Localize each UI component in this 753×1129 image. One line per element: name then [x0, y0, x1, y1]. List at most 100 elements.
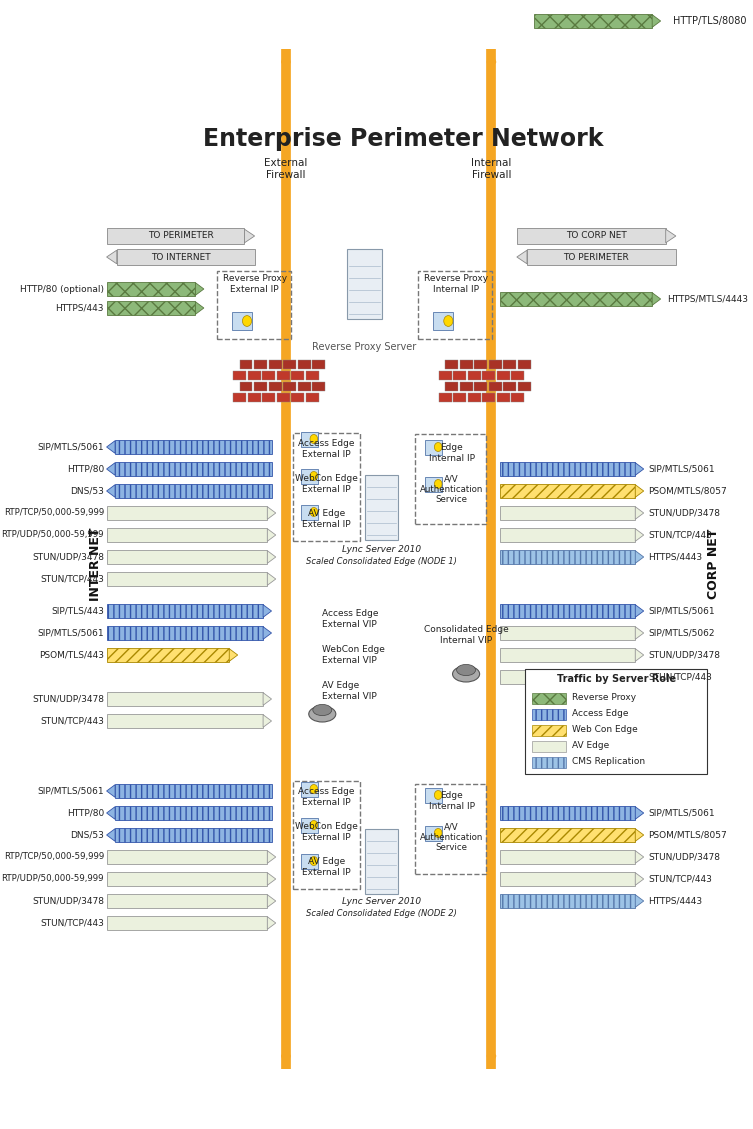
FancyBboxPatch shape	[301, 469, 318, 483]
FancyBboxPatch shape	[489, 382, 501, 391]
FancyBboxPatch shape	[497, 371, 510, 380]
FancyBboxPatch shape	[262, 371, 275, 380]
FancyBboxPatch shape	[500, 872, 636, 886]
FancyBboxPatch shape	[500, 462, 636, 476]
Text: STUN/UDP/3478: STUN/UDP/3478	[32, 896, 104, 905]
Circle shape	[434, 829, 442, 838]
FancyBboxPatch shape	[500, 806, 636, 820]
Polygon shape	[636, 528, 644, 541]
Circle shape	[242, 316, 252, 326]
Text: TO INTERNET: TO INTERNET	[151, 253, 211, 262]
FancyBboxPatch shape	[107, 301, 196, 315]
Text: PSOM/MTLS/8057: PSOM/MTLS/8057	[648, 487, 727, 496]
Text: HTTPS/4443: HTTPS/4443	[648, 896, 702, 905]
FancyBboxPatch shape	[291, 371, 304, 380]
FancyBboxPatch shape	[500, 828, 636, 842]
FancyBboxPatch shape	[500, 604, 636, 618]
FancyBboxPatch shape	[532, 709, 566, 720]
FancyBboxPatch shape	[312, 382, 325, 391]
FancyBboxPatch shape	[526, 669, 707, 774]
FancyBboxPatch shape	[364, 829, 398, 893]
FancyBboxPatch shape	[364, 474, 398, 540]
Text: DNS/53: DNS/53	[70, 487, 104, 496]
Text: HTTP/80: HTTP/80	[67, 464, 104, 473]
Text: Access Edge
External IP: Access Edge External IP	[298, 787, 355, 807]
Text: AV Edge
External IP: AV Edge External IP	[302, 509, 351, 528]
Text: HTTPS/443: HTTPS/443	[56, 304, 104, 313]
FancyBboxPatch shape	[301, 505, 318, 519]
FancyBboxPatch shape	[232, 312, 252, 330]
Text: PSOM/TLS/443: PSOM/TLS/443	[39, 650, 104, 659]
FancyBboxPatch shape	[239, 360, 252, 369]
Text: PSOM/MTLS/8057: PSOM/MTLS/8057	[648, 831, 727, 840]
Text: WebCon Edge
External IP: WebCon Edge External IP	[295, 822, 358, 842]
Text: CMS Replication: CMS Replication	[572, 758, 645, 767]
Polygon shape	[267, 551, 276, 563]
Polygon shape	[666, 229, 676, 243]
FancyBboxPatch shape	[433, 312, 453, 330]
FancyBboxPatch shape	[277, 393, 290, 402]
Polygon shape	[636, 873, 644, 885]
Text: A/V
Authentication
Service: A/V Authentication Service	[420, 474, 483, 504]
FancyBboxPatch shape	[500, 625, 636, 640]
Polygon shape	[107, 785, 115, 797]
Polygon shape	[636, 807, 644, 820]
Polygon shape	[263, 627, 272, 639]
Polygon shape	[636, 463, 644, 475]
FancyBboxPatch shape	[115, 440, 272, 454]
Polygon shape	[636, 894, 644, 908]
FancyBboxPatch shape	[107, 550, 267, 564]
FancyBboxPatch shape	[532, 725, 566, 736]
Text: SIP/MTLS/5061: SIP/MTLS/5061	[648, 808, 715, 817]
Polygon shape	[263, 715, 272, 727]
FancyBboxPatch shape	[283, 360, 296, 369]
Text: STUN/TCP/443: STUN/TCP/443	[648, 875, 712, 884]
Polygon shape	[267, 507, 276, 519]
FancyBboxPatch shape	[500, 292, 652, 306]
FancyBboxPatch shape	[500, 669, 636, 684]
FancyBboxPatch shape	[468, 393, 480, 402]
FancyBboxPatch shape	[474, 382, 487, 391]
FancyBboxPatch shape	[115, 806, 272, 820]
FancyBboxPatch shape	[511, 371, 524, 380]
FancyBboxPatch shape	[301, 817, 318, 832]
Circle shape	[434, 790, 442, 799]
FancyBboxPatch shape	[115, 828, 272, 842]
Polygon shape	[636, 627, 644, 639]
Polygon shape	[107, 463, 115, 475]
Text: Enterprise Perimeter Network: Enterprise Perimeter Network	[203, 126, 604, 151]
Text: Access Edge
External IP: Access Edge External IP	[298, 439, 355, 458]
FancyBboxPatch shape	[503, 360, 516, 369]
Text: Access Edge
External VIP: Access Edge External VIP	[322, 610, 379, 629]
Text: SIP/TLS/443: SIP/TLS/443	[51, 606, 104, 615]
Text: HTTP/80 (optional): HTTP/80 (optional)	[20, 285, 104, 294]
FancyBboxPatch shape	[107, 894, 267, 908]
Polygon shape	[636, 551, 644, 563]
Text: Edge
Internal IP: Edge Internal IP	[428, 791, 474, 811]
Polygon shape	[229, 649, 238, 662]
Text: TO PERIMETER: TO PERIMETER	[563, 253, 630, 262]
Text: AV Edge
External VIP: AV Edge External VIP	[322, 681, 377, 701]
FancyBboxPatch shape	[233, 393, 246, 402]
FancyBboxPatch shape	[503, 382, 516, 391]
FancyBboxPatch shape	[453, 371, 466, 380]
Text: STUN/TCP/443: STUN/TCP/443	[40, 575, 104, 584]
FancyBboxPatch shape	[107, 692, 263, 706]
Polygon shape	[107, 829, 115, 841]
Text: Lync Server 2010: Lync Server 2010	[342, 896, 421, 905]
FancyBboxPatch shape	[534, 14, 652, 28]
Text: HTTPS/4443: HTTPS/4443	[648, 552, 702, 561]
FancyBboxPatch shape	[301, 431, 318, 446]
FancyBboxPatch shape	[115, 784, 272, 798]
Text: RTP/TCP/50,000-59,999: RTP/TCP/50,000-59,999	[4, 508, 104, 517]
Polygon shape	[107, 807, 115, 820]
FancyBboxPatch shape	[107, 625, 263, 640]
Polygon shape	[517, 251, 527, 264]
Text: Web Con Edge: Web Con Edge	[572, 726, 638, 735]
Polygon shape	[267, 917, 276, 929]
Text: STUN/UDP/3478: STUN/UDP/3478	[648, 650, 720, 659]
Polygon shape	[245, 229, 255, 243]
FancyBboxPatch shape	[107, 604, 263, 618]
Text: RTP/UDP/50,000-59,999: RTP/UDP/50,000-59,999	[2, 531, 104, 540]
Circle shape	[310, 435, 318, 444]
